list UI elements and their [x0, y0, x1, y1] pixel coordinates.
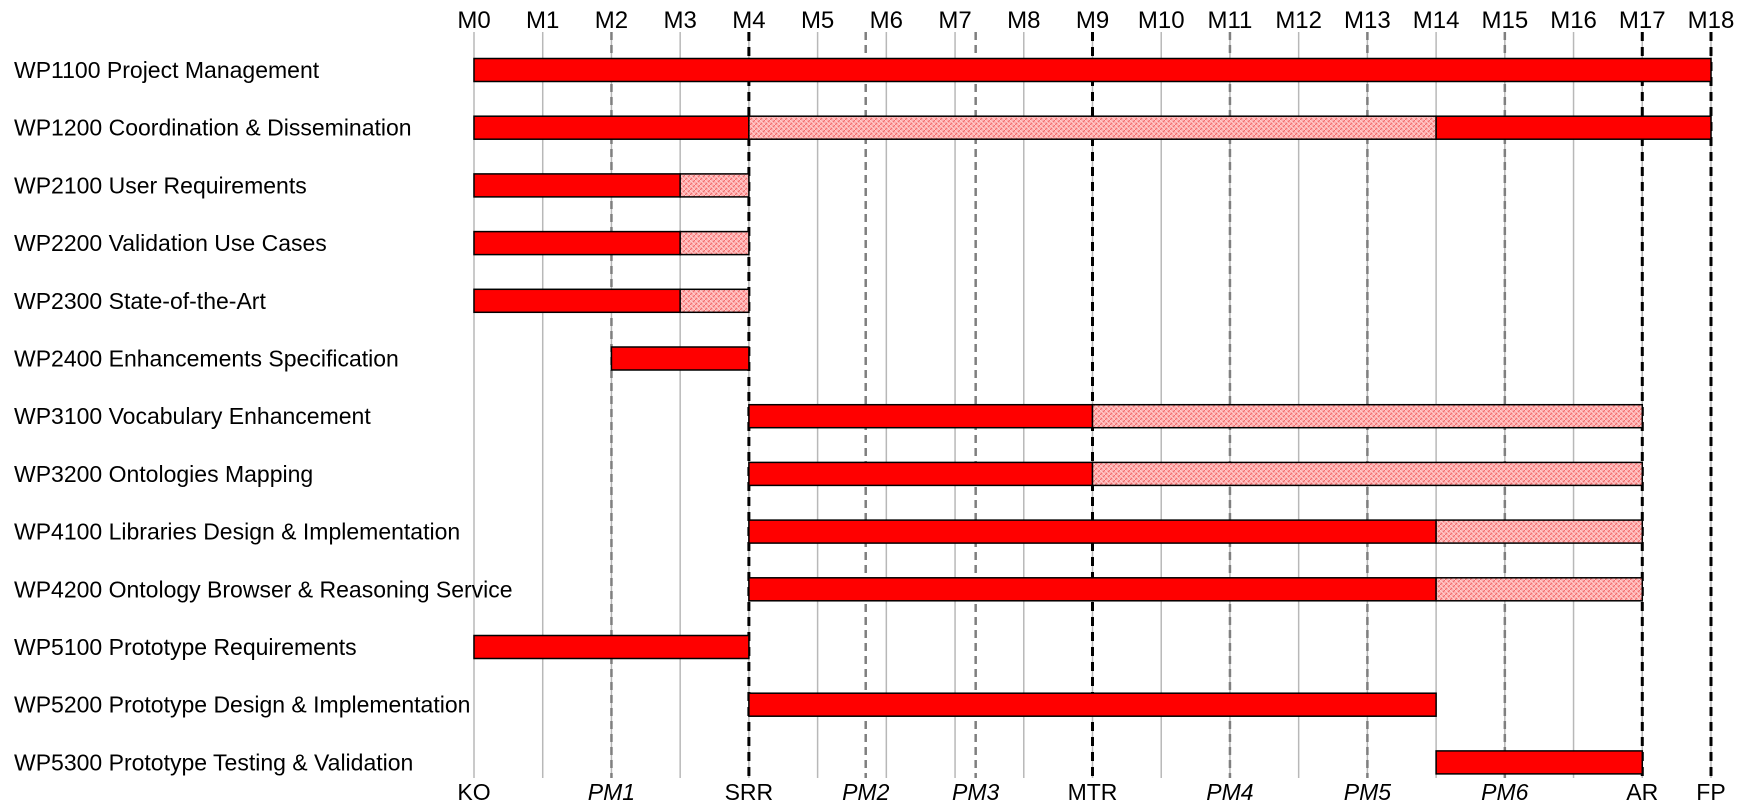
bar-wp5100-seg-1-solid — [473, 634, 750, 660]
task-label-wp1100: WP1100 Project Management — [14, 57, 320, 83]
bar-wp5200-seg-1-solid — [748, 692, 1437, 717]
bar-wp2200-seg-1-solid — [473, 230, 681, 256]
milestone-label-mtr: MTR — [1068, 779, 1118, 805]
milestone-labels: KO PM1 SRR PM2 PM3 MTR PM4 PM5 PM6 AR FP — [457, 779, 1725, 805]
task-label-wp2200: WP2200 Validation Use Cases — [14, 230, 327, 256]
month-label-m5: M5 — [801, 7, 834, 34]
bar-wp2400-seg-1-solid — [610, 346, 750, 371]
task-label-wp2400: WP2400 Enhancements Specification — [14, 346, 399, 372]
bar-wp5300-seg-1-solid — [1435, 750, 1644, 775]
bar-wp2300-seg-2-hatched — [679, 288, 750, 314]
month-label-m16: M16 — [1550, 7, 1597, 34]
milestone-label-srr: SRR — [725, 779, 774, 805]
task-label-wp5200: WP5200 Prototype Design & Implementation — [14, 692, 470, 718]
milestone-lines — [610, 32, 1713, 778]
bar-wp4200-seg-2-hatched — [1435, 577, 1644, 602]
milestone-label-pm1: PM1 — [588, 779, 635, 805]
bar-wp3200-seg-2-hatched — [1091, 461, 1644, 487]
task-label-wp2100: WP2100 User Requirements — [14, 172, 307, 198]
task-label-wp3100: WP3100 Vocabulary Enhancement — [14, 403, 371, 429]
bar-wp1200-seg-3-solid — [1435, 115, 1712, 140]
task-bars — [473, 57, 1712, 775]
month-label-m17: M17 — [1619, 7, 1666, 34]
month-label-m9: M9 — [1076, 7, 1109, 34]
task-label-wp5300: WP5300 Prototype Testing & Validation — [14, 749, 413, 775]
milestone-label-pm4: PM4 — [1206, 779, 1253, 805]
task-labels: WP1100 Project Management WP1200 Coordina… — [14, 57, 513, 775]
month-label-m12: M12 — [1275, 7, 1322, 34]
task-label-wp5100: WP5100 Prototype Requirements — [14, 634, 357, 660]
bar-wp1200-seg-1-solid — [473, 115, 750, 140]
task-label-wp2300: WP2300 State-of-the-Art — [14, 288, 266, 314]
month-label-m18: M18 — [1688, 7, 1735, 34]
bar-wp3200-seg-1-solid — [748, 461, 1094, 487]
month-label-m13: M13 — [1344, 7, 1391, 34]
bar-wp4100-seg-2-hatched — [1435, 519, 1644, 544]
month-label-m11: M11 — [1207, 7, 1252, 34]
task-label-wp4100: WP4100 Libraries Design & Implementation — [14, 519, 460, 545]
month-label-m2: M2 — [595, 7, 628, 34]
bar-wp3100-seg-1-solid — [748, 403, 1094, 429]
month-label-m0: M0 — [457, 7, 490, 34]
month-label-m6: M6 — [870, 7, 903, 34]
month-label-m7: M7 — [938, 7, 971, 34]
milestone-label-pm6: PM6 — [1481, 779, 1529, 805]
month-label-m10: M10 — [1138, 7, 1185, 34]
milestone-label-fp: FP — [1696, 779, 1725, 805]
milestone-label-ar: AR — [1626, 779, 1658, 805]
milestone-label-pm2: PM2 — [842, 779, 890, 805]
bar-wp1100-seg-1-solid — [473, 57, 1712, 83]
month-label-m8: M8 — [1007, 7, 1040, 34]
bar-wp2200-seg-2-hatched — [679, 230, 750, 256]
month-label-m3: M3 — [663, 7, 696, 34]
milestone-label-ko: KO — [457, 779, 490, 805]
month-label-m15: M15 — [1481, 7, 1528, 34]
month-label-m14: M14 — [1413, 7, 1460, 34]
bar-wp2100-seg-1-solid — [473, 173, 681, 198]
bar-wp4200-seg-1-solid — [748, 577, 1437, 602]
milestone-label-pm5: PM5 — [1344, 779, 1392, 805]
task-label-wp1200: WP1200 Coordination & Dissemination — [14, 115, 412, 141]
bar-wp2100-seg-2-hatched — [679, 173, 750, 198]
task-label-wp4200: WP4200 Ontology Browser & Reasoning Serv… — [14, 576, 513, 602]
bar-wp2300-seg-1-solid — [473, 288, 681, 314]
month-label-m1: M1 — [526, 7, 559, 34]
bar-wp1200-seg-2-hatched — [748, 115, 1437, 140]
milestone-label-pm3: PM3 — [952, 779, 1000, 805]
month-label-m4: M4 — [732, 7, 765, 34]
bar-wp3100-seg-2-hatched — [1091, 403, 1644, 429]
month-labels: M0 M1 M2 M3 M4 M5 M6 M7 M8 M9 M10 M11 M12 M13 M14 M15 M1… — [457, 7, 1734, 34]
bar-wp4100-seg-1-solid — [748, 519, 1437, 544]
task-label-wp3200: WP3200 Ontologies Mapping — [14, 461, 313, 487]
